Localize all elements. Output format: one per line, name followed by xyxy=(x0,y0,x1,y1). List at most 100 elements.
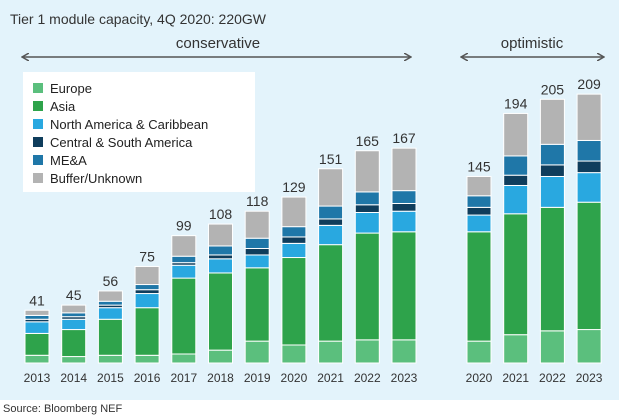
x-tick-label: 2018 xyxy=(207,371,234,385)
bar-segment-north-america-caribbean xyxy=(503,184,529,215)
total-label: 56 xyxy=(103,273,119,289)
total-label: 205 xyxy=(541,81,565,97)
legend-box xyxy=(23,72,255,192)
x-tick-label: 2013 xyxy=(24,371,51,385)
bar-segment-asia xyxy=(466,231,492,342)
bar-segment-north-america-caribbean xyxy=(244,254,270,269)
bar-2022-conservative xyxy=(354,150,380,364)
legend-label-north-america-caribbean: North America & Caribbean xyxy=(50,117,208,132)
total-label: 194 xyxy=(504,95,528,111)
bar-segment-buffer-unknown xyxy=(208,223,233,247)
x-tick-label: 2016 xyxy=(134,371,161,385)
total-label: 41 xyxy=(29,292,45,308)
bar-segment-buffer-unknown xyxy=(24,309,50,316)
bar-2019-conservative xyxy=(244,210,270,364)
x-tick-label: 2020 xyxy=(281,371,308,385)
total-label: 165 xyxy=(356,133,380,149)
bar-segment-buffer-unknown xyxy=(466,175,492,197)
bar-segment-central-south-america xyxy=(354,204,380,213)
bar-segment-europe xyxy=(503,334,529,364)
bar-segment-central-south-america xyxy=(576,160,602,174)
bar-segment-buffer-unknown xyxy=(354,150,380,193)
x-tick-label: 2020 xyxy=(466,371,493,385)
bar-segment-north-america-caribbean xyxy=(24,321,50,334)
bar-segment-europe xyxy=(354,339,380,364)
x-tick-label: 2022 xyxy=(539,371,566,385)
bar-segment-mea xyxy=(171,255,197,264)
bar-segment-asia xyxy=(576,201,602,331)
bar-segment-asia xyxy=(281,257,307,346)
bar-segment-asia xyxy=(24,332,50,356)
bar-segment-central-south-america xyxy=(466,206,492,216)
legend: Europe Asia North America & Caribbean Ce… xyxy=(23,72,255,192)
bar-segment-buffer-unknown xyxy=(244,210,270,239)
bar-segment-buffer-unknown xyxy=(61,304,87,314)
bar-segment-north-america-caribbean xyxy=(208,258,233,274)
legend-label-buffer-unknown: Buffer/Unknown xyxy=(50,171,142,186)
bar-segment-asia xyxy=(318,244,344,342)
total-label: 99 xyxy=(176,218,192,234)
total-label: 209 xyxy=(577,76,601,92)
bar-segment-europe xyxy=(24,354,50,364)
legend-label-europe: Europe xyxy=(50,81,92,96)
bar-segment-mea xyxy=(503,155,529,176)
bar-segment-north-america-caribbean xyxy=(281,242,307,259)
bar-segment-north-america-caribbean xyxy=(318,224,344,246)
bar-2016-conservative xyxy=(134,266,160,364)
total-label: 108 xyxy=(209,206,233,222)
bar-segment-asia xyxy=(503,213,529,336)
bar-segment-europe xyxy=(576,329,602,364)
bar-segment-north-america-caribbean xyxy=(134,293,160,309)
group-label-optimistic: optimistic xyxy=(501,35,564,52)
bar-segment-north-america-caribbean xyxy=(576,172,602,203)
bar-segment-mea xyxy=(391,190,417,204)
group-label-conservative: conservative xyxy=(176,35,260,52)
legend-swatch-buffer-unknown xyxy=(33,173,43,183)
chart-panel: Tier 1 module capacity, 4Q 2020: 220GW c… xyxy=(0,0,619,400)
bar-segment-buffer-unknown xyxy=(576,93,602,141)
bar-segment-mea xyxy=(134,284,160,291)
bar-segment-buffer-unknown xyxy=(97,290,123,302)
bar-segment-asia xyxy=(208,272,233,351)
legend-label-central-south-america: Central & South America xyxy=(50,135,193,150)
bar-segment-europe xyxy=(281,344,307,364)
bar-2014-conservative xyxy=(61,304,87,364)
bar-segment-europe xyxy=(61,356,87,364)
legend-swatch-north-america-caribbean xyxy=(33,119,43,129)
bar-segment-asia xyxy=(97,318,123,356)
bar-segment-asia xyxy=(539,206,565,332)
x-tick-label: 2014 xyxy=(60,371,87,385)
bar-segment-asia xyxy=(244,267,270,342)
bar-2017-conservative xyxy=(171,235,197,364)
bar-segment-europe xyxy=(208,349,233,364)
legend-swatch-mea xyxy=(33,155,43,165)
x-tick-label: 2015 xyxy=(97,371,124,385)
source-note: Source: Bloomberg NEF xyxy=(3,403,123,415)
x-tick-label: 2017 xyxy=(170,371,197,385)
bar-segment-europe xyxy=(97,354,123,364)
legend-swatch-europe xyxy=(33,83,43,93)
bar-segment-asia xyxy=(391,231,417,341)
bar-2020-conservative xyxy=(281,196,307,364)
bar-segment-asia xyxy=(134,307,160,356)
bar-segment-central-south-america xyxy=(391,202,417,212)
bar-segment-central-south-america xyxy=(539,164,565,177)
bar-segment-europe xyxy=(391,339,417,364)
bar-2022-optimistic xyxy=(539,98,565,364)
x-tick-label: 2022 xyxy=(354,371,381,385)
stacked-bar-chart: Tier 1 module capacity, 4Q 2020: 220GW c… xyxy=(10,11,619,385)
bar-segment-north-america-caribbean xyxy=(539,175,565,208)
bar-segment-buffer-unknown xyxy=(318,168,344,207)
legend-swatch-central-south-america xyxy=(33,137,43,147)
bar-segment-europe xyxy=(539,330,565,364)
bar-segment-mea xyxy=(61,312,87,318)
bars-layer: 41 2013 45 2014 56 2015 75 2016 99 2017 108 2018 118… xyxy=(24,76,603,385)
bar-segment-north-america-caribbean xyxy=(171,264,197,279)
total-label: 45 xyxy=(66,287,82,303)
x-tick-label: 2019 xyxy=(244,371,271,385)
x-tick-label: 2023 xyxy=(576,371,603,385)
legend-label-mea: ME&A xyxy=(50,153,87,168)
bar-segment-europe xyxy=(466,340,492,364)
bar-segment-buffer-unknown xyxy=(134,266,160,286)
bar-segment-central-south-america xyxy=(503,174,529,186)
